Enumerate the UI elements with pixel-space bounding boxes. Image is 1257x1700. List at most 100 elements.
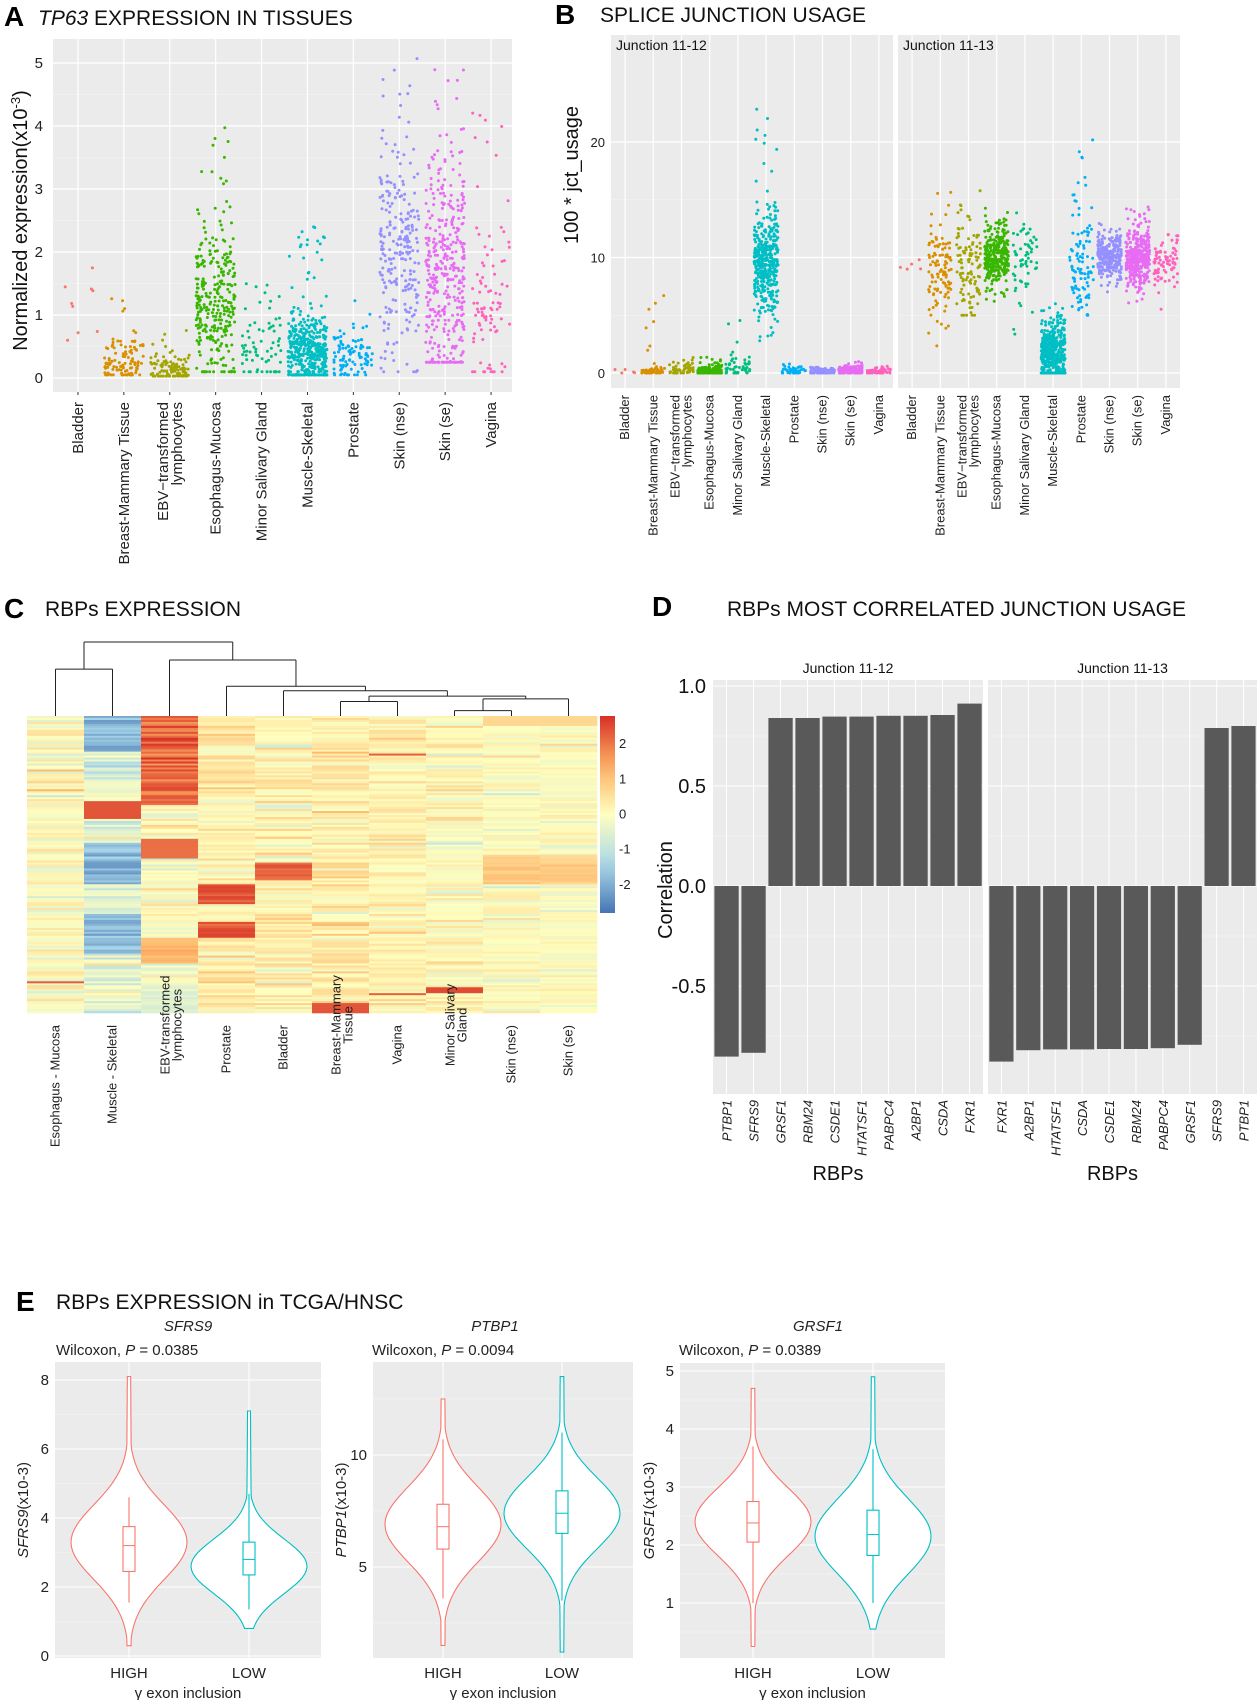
- x-tick-label-line: EBV−transformed: [668, 395, 683, 498]
- data-point: [247, 336, 251, 339]
- data-point: [845, 367, 848, 371]
- data-point: [228, 259, 232, 263]
- data-point: [957, 234, 961, 238]
- data-point: [199, 243, 203, 247]
- data-point: [968, 254, 972, 257]
- data-point: [141, 354, 145, 358]
- data-point: [1081, 260, 1084, 264]
- data-point: [66, 338, 70, 342]
- data-point: [934, 299, 938, 303]
- data-point: [754, 295, 758, 298]
- data-point: [413, 261, 417, 265]
- data-point: [966, 272, 970, 276]
- data-point: [1153, 277, 1157, 281]
- data-point: [485, 140, 489, 144]
- data-point: [1059, 352, 1063, 355]
- x-tick-label-line: Vagina: [1158, 394, 1173, 434]
- data-point: [1054, 355, 1058, 359]
- data-point: [959, 204, 963, 208]
- data-point: [183, 367, 187, 371]
- data-point: [1019, 304, 1023, 308]
- data-point: [141, 344, 145, 348]
- data-point: [1133, 250, 1137, 254]
- data-point: [224, 324, 228, 328]
- data-point: [948, 241, 952, 245]
- data-point: [110, 297, 114, 301]
- data-point: [199, 306, 203, 309]
- data-point: [1070, 285, 1074, 289]
- data-point: [941, 247, 945, 251]
- data-point: [216, 304, 220, 308]
- data-point: [449, 150, 453, 154]
- data-point: [436, 253, 440, 257]
- data-point: [757, 226, 761, 230]
- x-tick-label: Bladder: [617, 394, 632, 439]
- data-point: [997, 222, 1001, 226]
- data-point: [456, 313, 460, 317]
- data-point: [228, 269, 232, 273]
- data-point: [958, 253, 962, 257]
- x-tick-label: Muscle-Skeletal: [299, 402, 316, 508]
- data-point: [1042, 368, 1046, 371]
- data-point: [393, 196, 397, 199]
- data-point: [1156, 275, 1160, 279]
- data-point: [392, 68, 396, 72]
- data-point: [295, 358, 299, 362]
- data-point: [1021, 228, 1025, 231]
- data-point: [196, 286, 200, 290]
- data-point: [707, 363, 711, 367]
- data-point: [1025, 264, 1029, 268]
- heatmap-cell: [540, 717, 598, 721]
- data-point: [988, 243, 992, 247]
- data-point: [975, 235, 979, 239]
- data-point: [773, 201, 777, 204]
- heatmap-cell: [27, 731, 85, 735]
- data-point: [1156, 279, 1160, 283]
- data-point: [729, 367, 732, 371]
- data-point: [207, 295, 211, 299]
- data-point: [265, 349, 269, 353]
- data-point: [973, 313, 977, 317]
- data-point: [949, 258, 953, 262]
- data-point: [403, 192, 407, 196]
- data-point: [764, 237, 768, 241]
- data-point: [781, 363, 785, 366]
- data-point: [204, 230, 207, 234]
- data-point: [455, 235, 459, 239]
- data-point: [332, 335, 336, 339]
- data-point: [428, 341, 432, 345]
- data-point: [226, 287, 230, 291]
- data-point: [991, 267, 995, 271]
- data-point: [776, 236, 780, 240]
- x-tick-label: EBV−transformedlymphocytes: [668, 395, 695, 498]
- data-point: [202, 264, 206, 268]
- data-point: [494, 153, 498, 157]
- data-point: [754, 277, 758, 281]
- data-point: [307, 362, 311, 366]
- data-point: [186, 356, 190, 360]
- data-point: [254, 285, 258, 289]
- data-point: [425, 323, 429, 327]
- data-point: [783, 367, 787, 371]
- data-point: [1024, 282, 1028, 286]
- data-point: [710, 357, 714, 361]
- data-point: [431, 319, 434, 323]
- data-point: [320, 350, 324, 354]
- data-point: [222, 299, 225, 303]
- data-point: [403, 302, 407, 306]
- data-point: [450, 223, 454, 226]
- data-point: [212, 244, 215, 248]
- data-point: [299, 327, 303, 331]
- data-point: [360, 367, 364, 370]
- data-point: [687, 370, 691, 374]
- data-point: [753, 289, 757, 293]
- data-point: [181, 363, 185, 367]
- data-point: [409, 245, 412, 249]
- x-tick-label-line: Skin (nse): [1102, 395, 1117, 454]
- data-point: [433, 310, 437, 314]
- data-point: [632, 370, 636, 374]
- data-point: [409, 214, 412, 218]
- data-point: [1115, 264, 1119, 268]
- data-point: [957, 246, 961, 250]
- data-point: [928, 256, 932, 259]
